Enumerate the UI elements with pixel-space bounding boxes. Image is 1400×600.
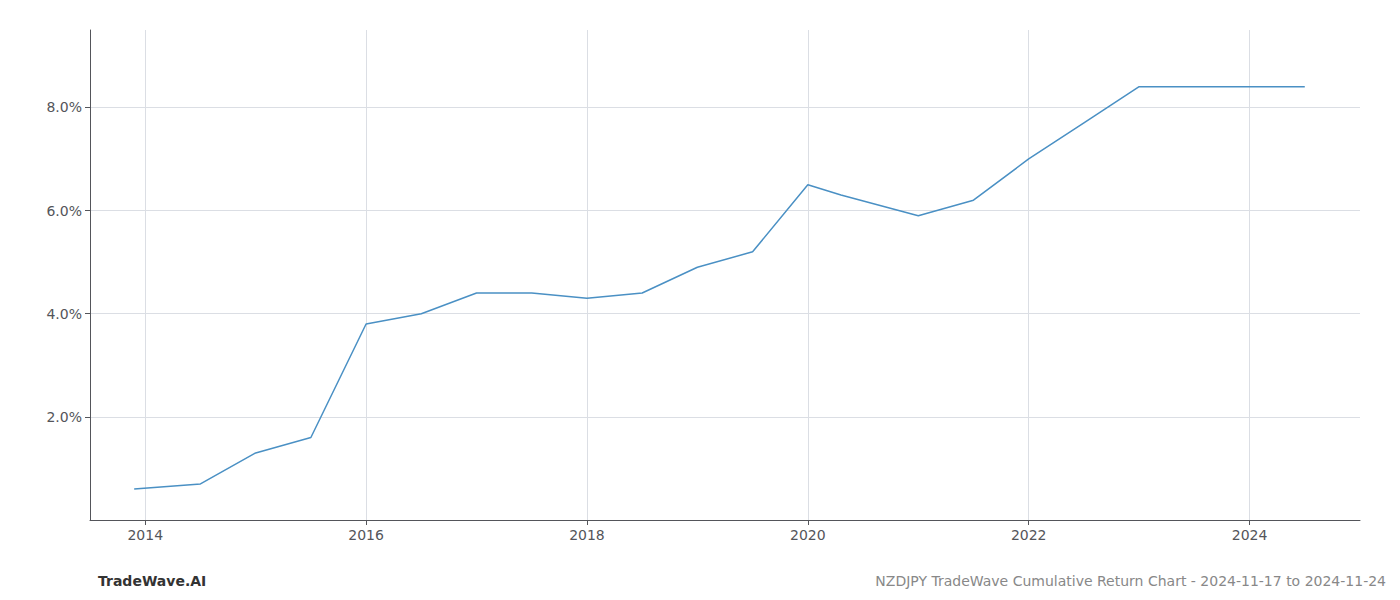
svg-text:TradeWave.AI: TradeWave.AI: [98, 573, 206, 589]
svg-text:2018: 2018: [569, 527, 605, 543]
svg-text:2024: 2024: [1232, 527, 1268, 543]
svg-text:4.0%: 4.0%: [46, 306, 82, 322]
svg-text:6.0%: 6.0%: [46, 203, 82, 219]
svg-text:2016: 2016: [348, 527, 384, 543]
svg-text:NZDJPY TradeWave Cumulative Re: NZDJPY TradeWave Cumulative Return Chart…: [875, 573, 1386, 589]
svg-text:8.0%: 8.0%: [46, 99, 82, 115]
svg-text:2020: 2020: [790, 527, 826, 543]
svg-text:2022: 2022: [1011, 527, 1047, 543]
svg-text:2.0%: 2.0%: [46, 409, 82, 425]
svg-text:2014: 2014: [127, 527, 163, 543]
